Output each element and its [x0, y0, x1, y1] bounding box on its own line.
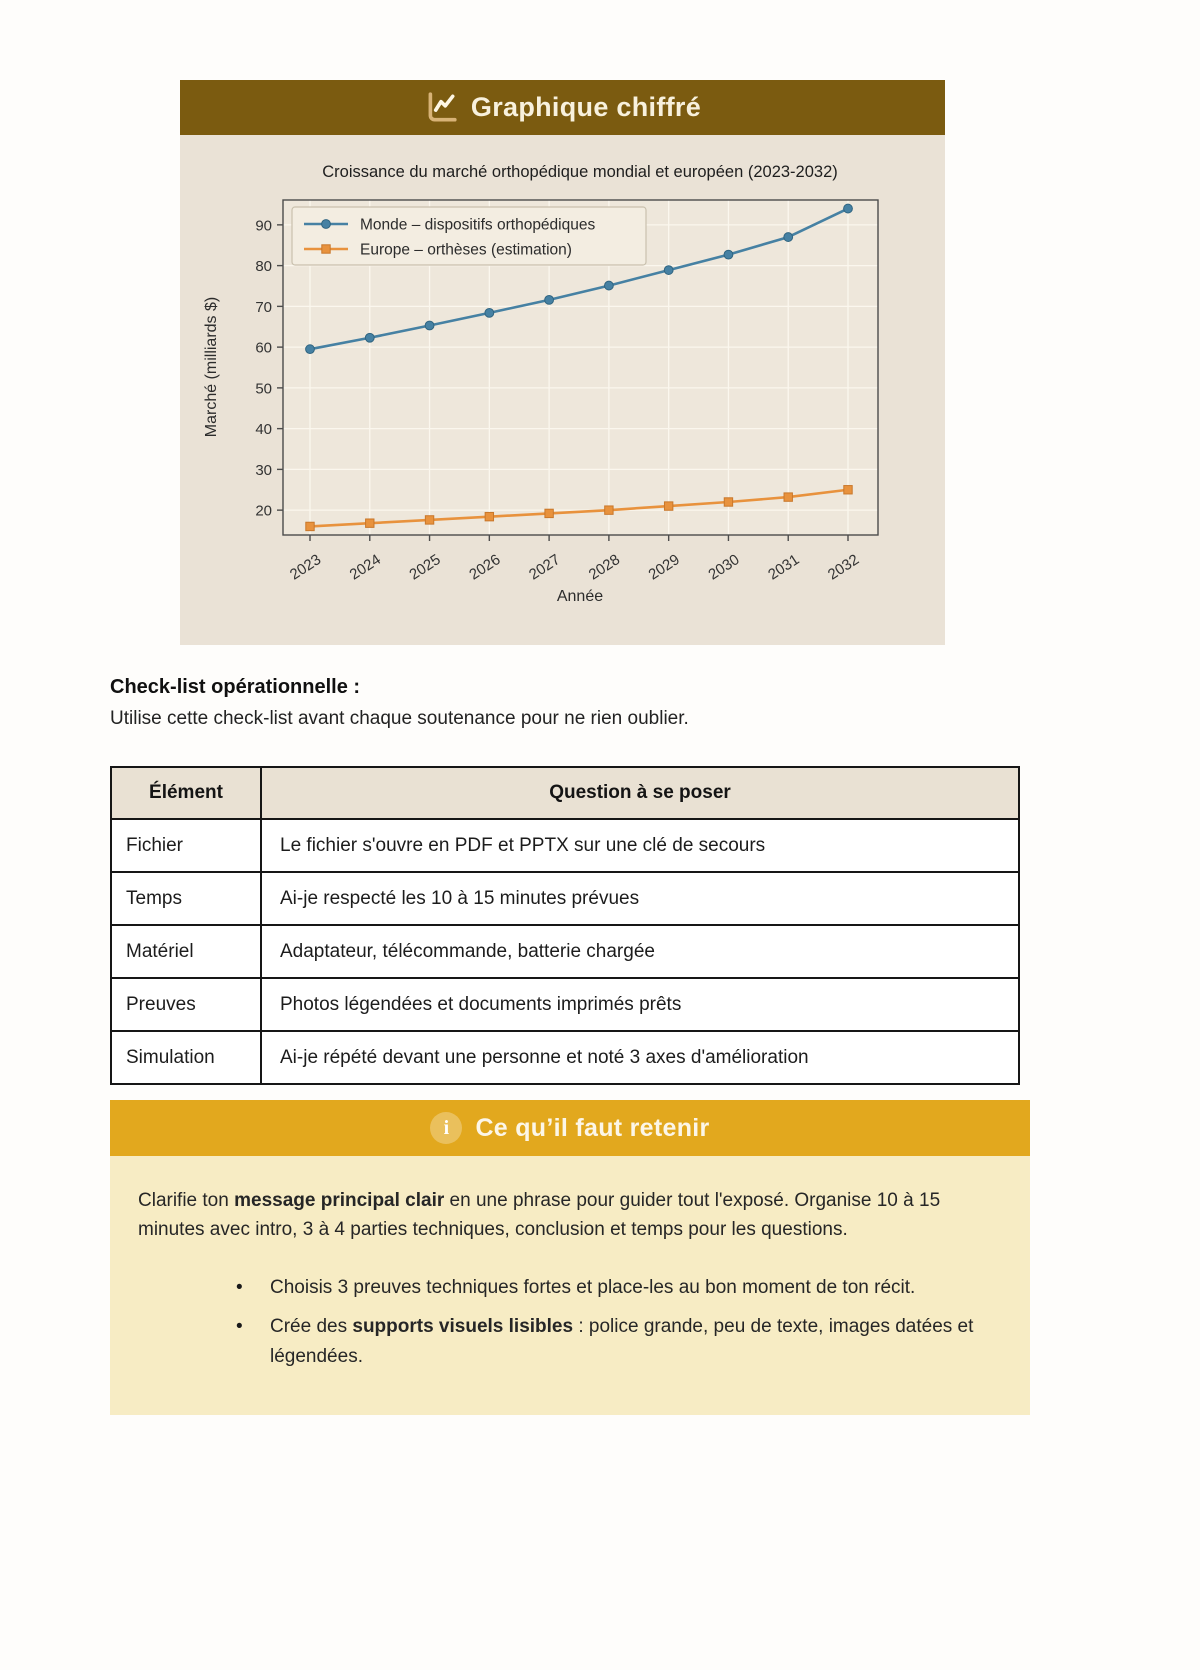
svg-text:80: 80: [255, 258, 272, 275]
svg-text:60: 60: [255, 340, 272, 357]
svg-text:2024: 2024: [347, 551, 384, 583]
table-header-row: Élément Question à se poser: [110, 766, 1020, 820]
table-cell-element: Matériel: [110, 924, 262, 979]
column-header-element: Élément: [110, 766, 262, 820]
table-cell-question: Photos légendées et documents imprimés p…: [260, 977, 1020, 1032]
bullet-glyph: •: [236, 1276, 243, 1298]
paragraph-text: Clarifie ton: [138, 1190, 235, 1211]
svg-text:Monde – dispositifs orthopédiq: Monde – dispositifs orthopédiques: [360, 217, 595, 234]
chart-section: Graphique chiffré 20 30 40 50 60 70 80 90 2023 20…: [180, 80, 945, 645]
svg-text:40: 40: [255, 421, 272, 438]
table-cell-question: Le fichier s'ouvre en PDF et PPTX sur un…: [260, 818, 1020, 873]
list-item: • Crée des supports visuels lisibles : p…: [236, 1312, 996, 1371]
checklist-heading: Check-list opérationnelle :: [110, 676, 361, 698]
svg-text:2028: 2028: [586, 551, 623, 583]
chart-section-header: Graphique chiffré: [180, 80, 945, 135]
table-row: Matériel Adaptateur, télécommande, batte…: [110, 924, 1020, 979]
svg-text:20: 20: [255, 503, 272, 520]
checklist-intro: Utilise cette check-list avant chaque so…: [110, 708, 689, 729]
table-row: Preuves Photos légendées et documents im…: [110, 977, 1020, 1032]
checklist-table: Élément Question à se poser Fichier Le f…: [110, 766, 1020, 1085]
callout-paragraph: Clarifie ton message principal clair en …: [138, 1186, 993, 1245]
callout-title: Ce qu’il faut retenir: [475, 1113, 710, 1142]
chart-body: 20 30 40 50 60 70 80 90 2023 2024 2025 2026 2027 2028…: [180, 135, 945, 645]
svg-text:30: 30: [255, 462, 272, 479]
table-cell-question: Adaptateur, télécommande, batterie charg…: [260, 924, 1020, 979]
svg-text:2023: 2023: [287, 551, 324, 583]
chart-section-title: Graphique chiffré: [470, 92, 702, 122]
svg-text:2030: 2030: [705, 551, 742, 583]
svg-text:50: 50: [255, 380, 272, 397]
svg-text:2029: 2029: [646, 551, 683, 583]
table-row: Simulation Ai-je répété devant une perso…: [110, 1030, 1020, 1085]
table-row: Temps Ai-je respecté les 10 à 15 minutes…: [110, 871, 1020, 926]
table-cell-question: Ai-je répété devant une personne et noté…: [260, 1030, 1020, 1085]
paragraph-text: en une phrase pour guider tout l'exposé.…: [138, 1190, 941, 1241]
paragraph-bold-text: message principal clair: [234, 1190, 445, 1211]
table-cell-element: Preuves: [110, 977, 262, 1032]
svg-text:2026: 2026: [466, 551, 503, 583]
bullet-glyph: •: [236, 1316, 243, 1338]
column-header-question: Question à se poser: [260, 766, 1020, 820]
list-item-text: Choisis 3 preuves techniques fortes et p…: [270, 1276, 916, 1298]
svg-text:Marché (milliards $): Marché (milliards $): [203, 297, 220, 437]
svg-text:70: 70: [255, 299, 272, 316]
svg-text:Europe – orthèses (estimation): Europe – orthèses (estimation): [360, 242, 572, 259]
callout-body: Clarifie ton message principal clair en …: [110, 1156, 1030, 1416]
svg-text:90: 90: [255, 217, 272, 234]
line-chart-icon: [424, 91, 458, 125]
callout-header: i Ce qu’il faut retenir: [110, 1100, 1030, 1156]
svg-text:2031: 2031: [765, 551, 802, 583]
table-row: Fichier Le fichier s'ouvre en PDF et PPT…: [110, 818, 1020, 873]
list-item-text: Crée des supports visuels lisibles : pol…: [270, 1316, 974, 1367]
svg-text:2025: 2025: [406, 551, 443, 583]
svg-text:Année: Année: [557, 588, 603, 605]
svg-text:Croissance du marché orthopédi: Croissance du marché orthopédique mondia…: [322, 163, 838, 181]
info-icon: i: [430, 1112, 463, 1144]
table-cell-question: Ai-je respecté les 10 à 15 minutes prévu…: [260, 871, 1020, 926]
callout-bullet-list: • Choisis 3 preuves techniques fortes et…: [138, 1273, 998, 1371]
table-cell-element: Temps: [110, 871, 262, 926]
table-cell-element: Fichier: [110, 818, 262, 873]
list-item: • Choisis 3 preuves techniques fortes et…: [236, 1273, 996, 1302]
key-takeaways-callout: i Ce qu’il faut retenir Clarifie ton mes…: [110, 1100, 1030, 1416]
svg-text:2032: 2032: [825, 551, 862, 583]
table-cell-element: Simulation: [110, 1030, 262, 1085]
svg-text:2027: 2027: [526, 551, 563, 583]
